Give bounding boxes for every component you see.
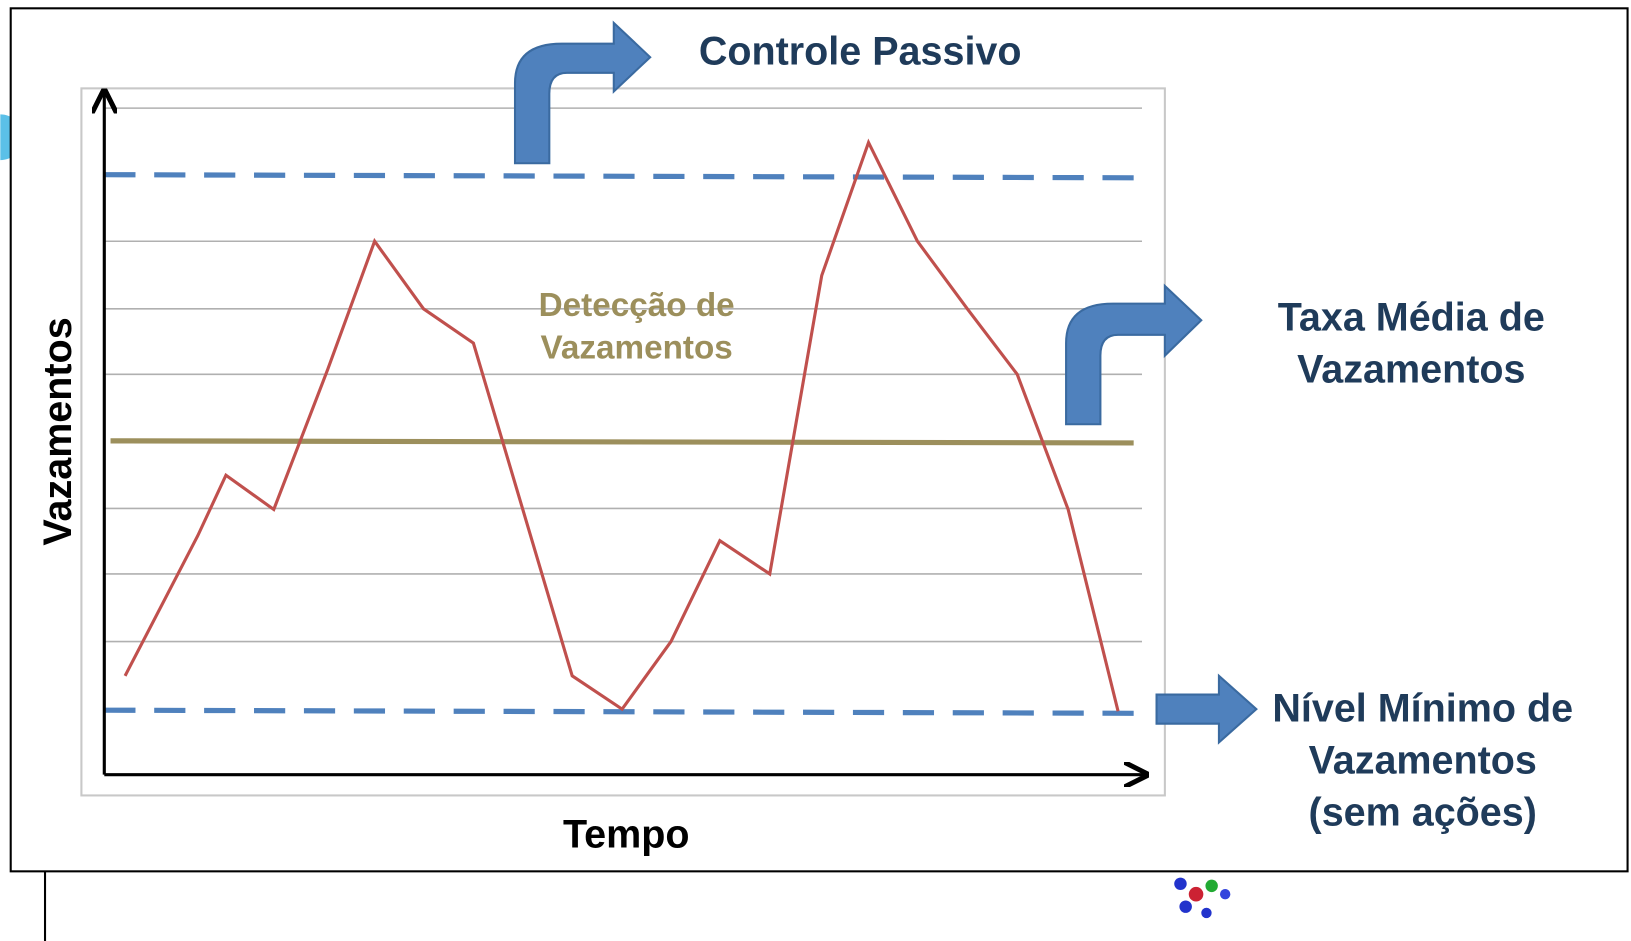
mean-line	[110, 438, 1134, 446]
arrow	[1065, 283, 1203, 426]
upper-dashed-line	[104, 172, 1134, 181]
label: Taxa Média de	[1278, 296, 1545, 340]
arrow	[513, 20, 652, 165]
label: Vazamentos	[1297, 348, 1525, 392]
arrow	[1155, 673, 1258, 745]
label: Controle Passivo	[699, 29, 1022, 73]
blob	[1174, 877, 1231, 919]
label: (sem ações)	[1309, 791, 1537, 835]
label: Vazamentos	[541, 330, 733, 367]
label: Vazamentos	[1309, 739, 1537, 783]
grid	[104, 107, 1142, 643]
x-axis-label: Tempo	[563, 812, 690, 856]
y-axis-label: Vazamentos	[36, 317, 80, 545]
label: Detecção de	[539, 287, 735, 324]
lower-dashed-line	[104, 707, 1134, 716]
leak-curve	[123, 138, 1120, 712]
label: Nível Mínimo de	[1272, 687, 1573, 731]
